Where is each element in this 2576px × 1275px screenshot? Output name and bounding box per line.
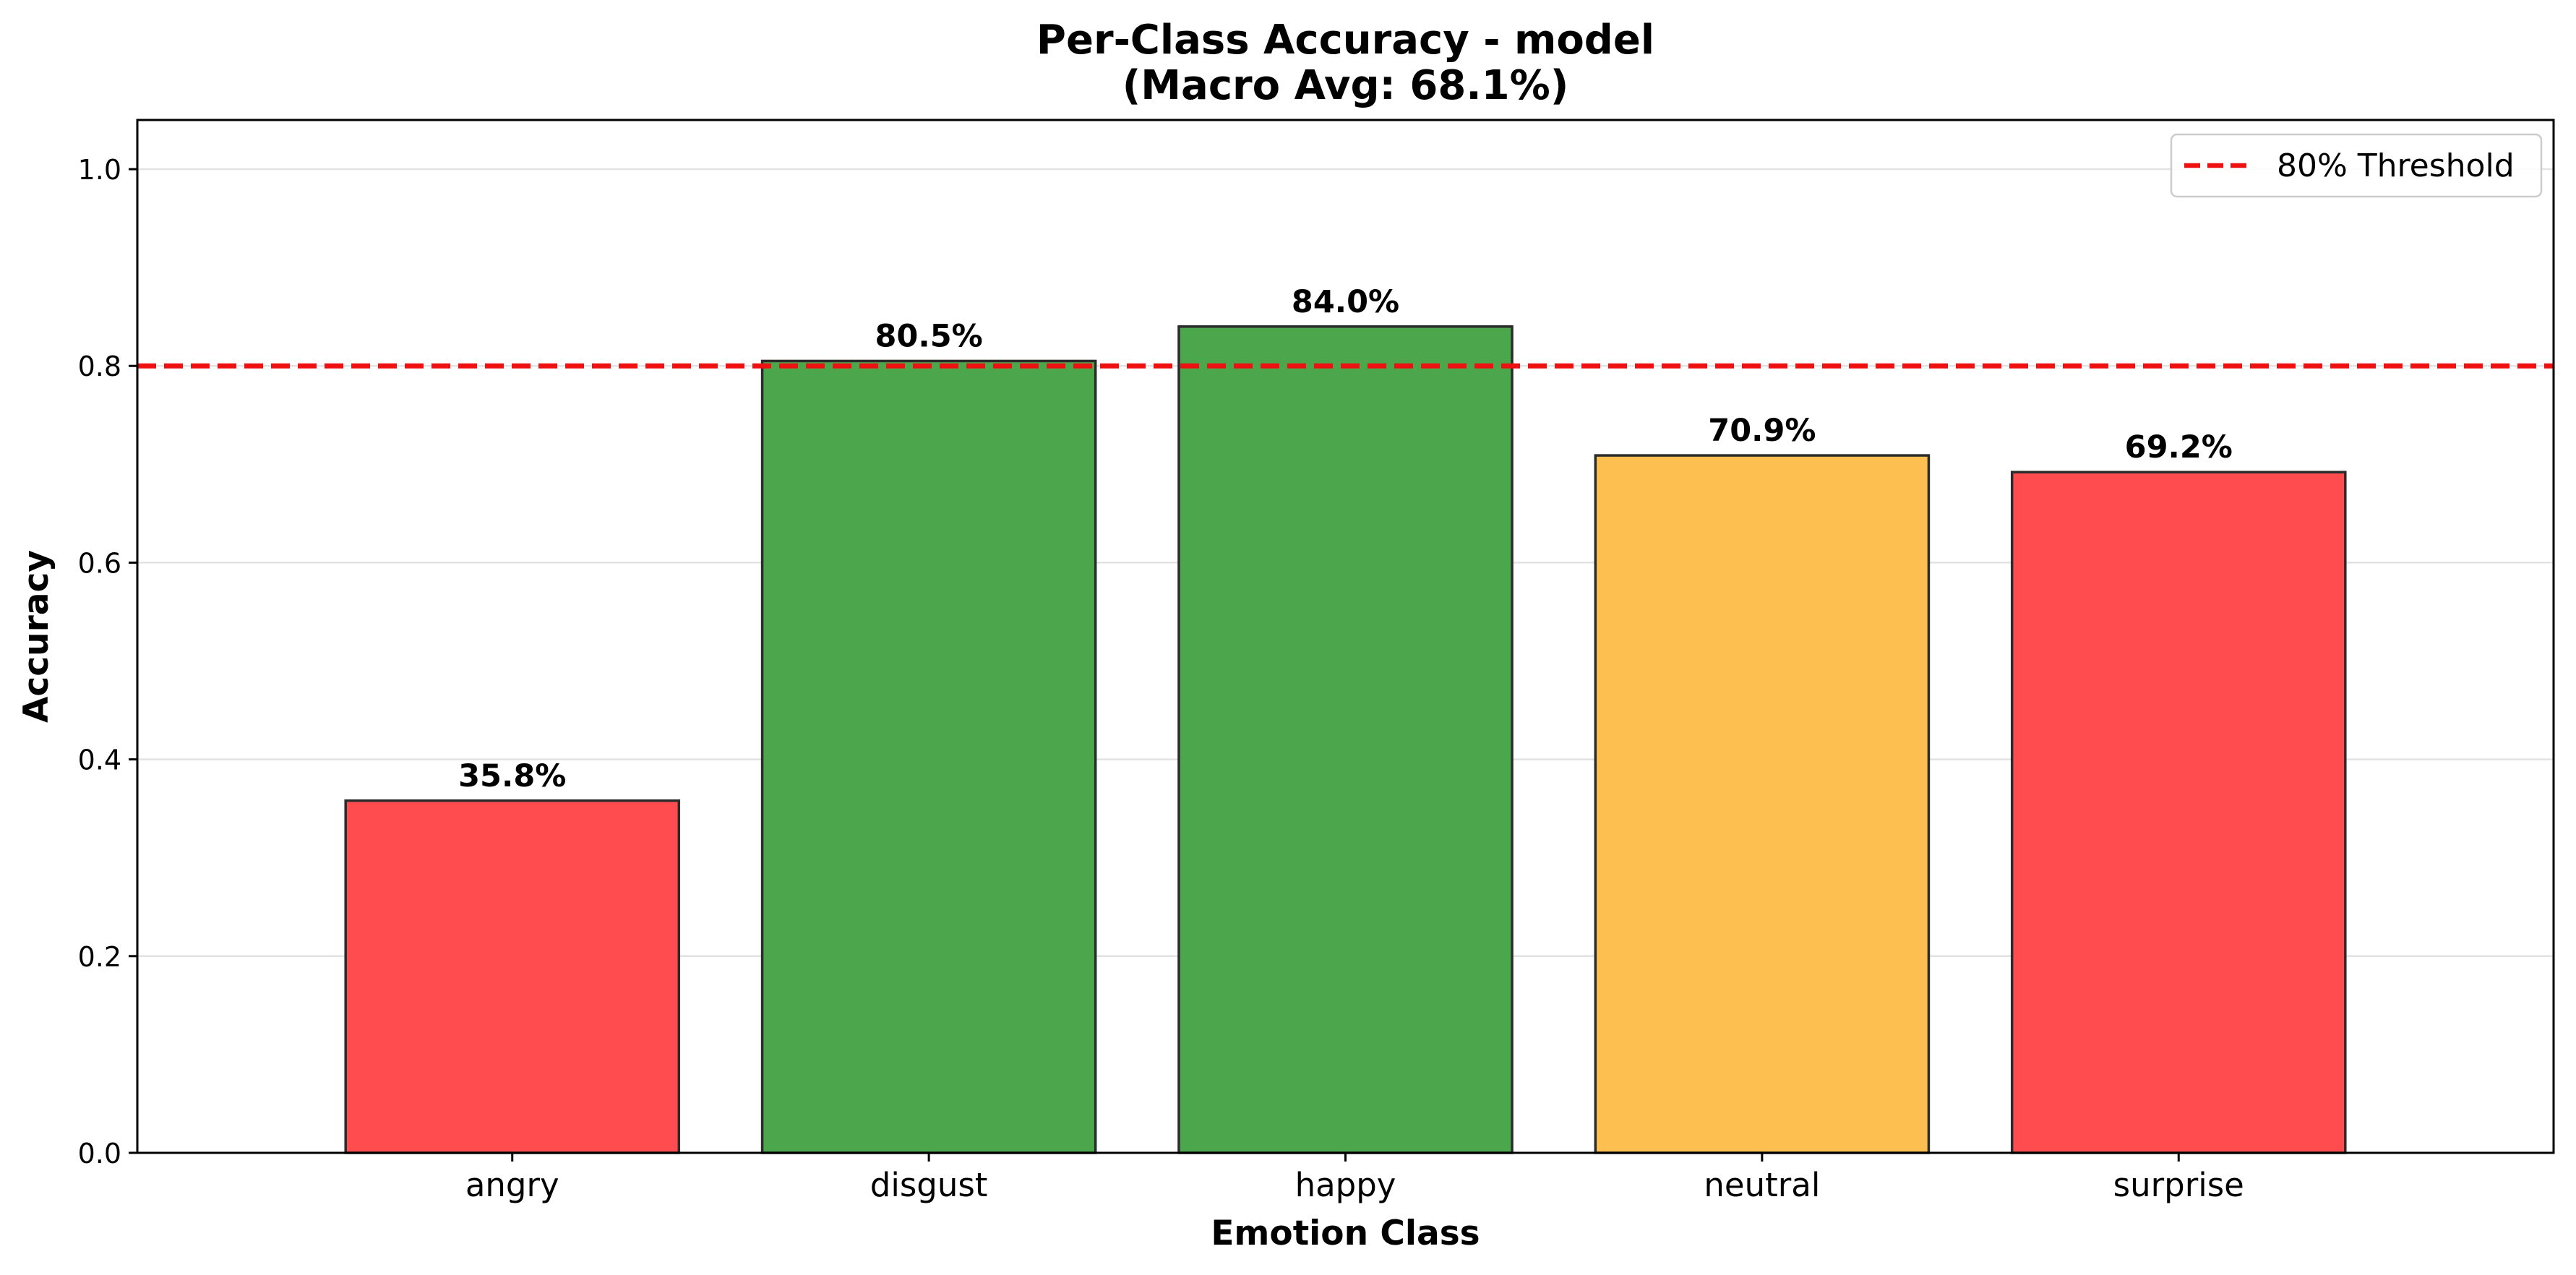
x-axis-label: Emotion Class (1211, 1214, 1480, 1253)
chart-title: Per-Class Accuracy - model (1036, 17, 1654, 64)
x-tick-label: disgust (870, 1166, 988, 1204)
bar-neutral (1594, 454, 1931, 1154)
y-axis: 0.0 0.2 0.4 0.6 0.8 1.0 (78, 154, 137, 1169)
y-tick-label: 0.4 (78, 744, 121, 776)
y-tick-label: 0.8 (78, 351, 121, 382)
legend-label-threshold: 80% Threshold (2277, 147, 2515, 184)
bar-value-label: 69.2% (2125, 429, 2233, 465)
bar-value-label: 80.5% (875, 318, 983, 354)
y-tick-label: 1.0 (78, 154, 121, 186)
x-tick-label: neutral (1704, 1166, 1820, 1204)
x-tick-label: surprise (2113, 1166, 2244, 1204)
bar-value-label: 84.0% (1292, 284, 1399, 320)
bar-surprise (2010, 471, 2347, 1154)
x-tick-label: angry (465, 1166, 559, 1204)
bar-value-label: 70.9% (1708, 413, 1816, 449)
bar-angry (344, 799, 681, 1154)
y-tick-label: 0.0 (78, 1138, 121, 1169)
chart-subtitle: (Macro Avg: 68.1%) (1122, 62, 1569, 109)
legend: 80% Threshold (2170, 133, 2543, 198)
y-axis-label: Accuracy (17, 550, 56, 723)
x-axis: angry disgust happy neutral surprise (465, 1153, 2244, 1204)
bar-happy (1177, 325, 1514, 1154)
legend-box (2170, 133, 2543, 198)
y-tick-label: 0.2 (78, 941, 121, 973)
bar-value-label: 35.8% (458, 758, 566, 794)
y-tick-label: 0.6 (78, 547, 121, 579)
bar-value-labels: 35.8% 80.5% 84.0% 70.9% 69.2% (458, 284, 2233, 794)
bar-disgust (760, 359, 1097, 1154)
x-tick-label: happy (1295, 1166, 1396, 1204)
bars (344, 325, 2347, 1154)
